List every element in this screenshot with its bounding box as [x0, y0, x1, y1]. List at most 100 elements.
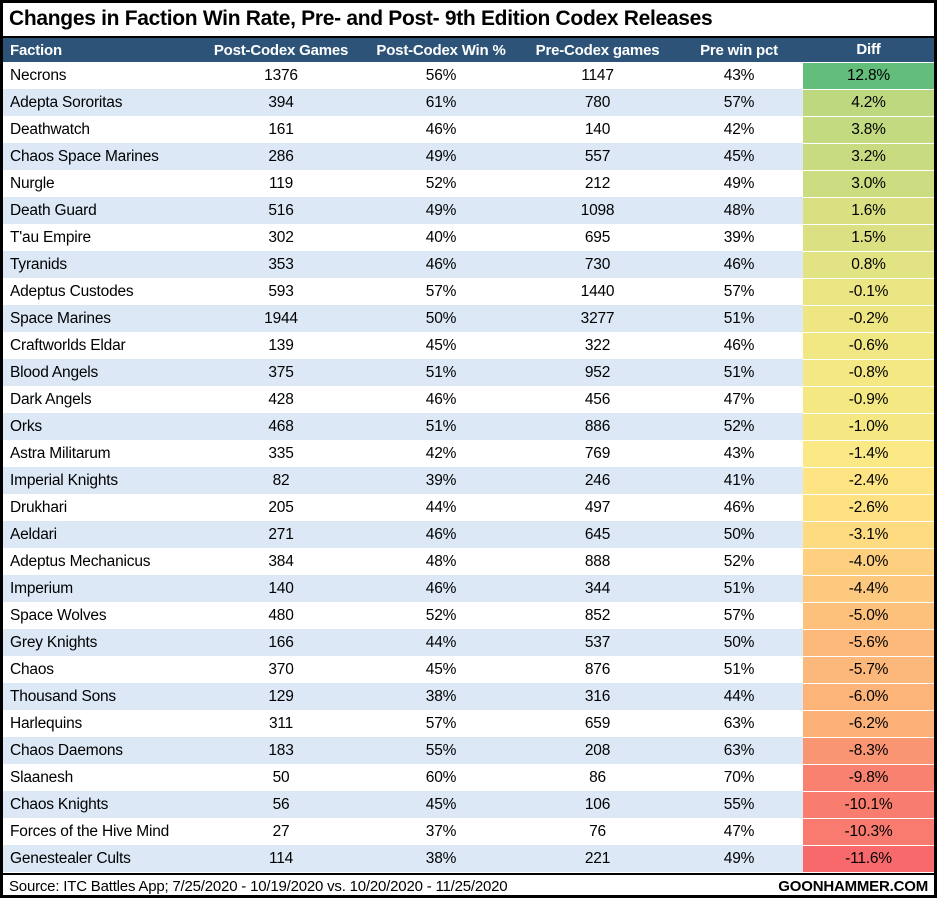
faction-cell: Necrons: [10, 66, 67, 84]
post-win-cell: 61%: [425, 93, 457, 111]
pre-win-cell: 50%: [723, 633, 755, 651]
diff-cell: 0.8%: [803, 251, 934, 278]
post-win-cell: 49%: [425, 147, 457, 165]
table-row-chaos-space-marines: Chaos Space Marines 286 49% 557 45% 3.2%: [3, 143, 934, 170]
table-row-adepta-sororitas: Adepta Sororitas 394 61% 780 57% 4.2%: [3, 89, 934, 116]
pre-games-cell: 316: [584, 687, 611, 705]
pre-games-cell: 888: [584, 552, 611, 570]
faction-cell: Space Wolves: [10, 606, 107, 624]
pre-win-cell: 70%: [723, 768, 755, 786]
diff-cell: 4.2%: [803, 89, 934, 116]
pre-games-cell: 208: [584, 741, 611, 759]
diff-cell: -1.4%: [803, 440, 934, 467]
table-row-death-guard: Death Guard 516 49% 1098 48% 1.6%: [3, 197, 934, 224]
diff-cell: -5.6%: [803, 629, 934, 656]
post-win-cell: 44%: [425, 498, 457, 516]
column-header-post-codex-win: Post-Codex Win %: [362, 38, 520, 62]
post-win-cell: 38%: [425, 687, 457, 705]
pre-games-cell: 1147: [581, 66, 614, 84]
table-row-thousand-sons: Thousand Sons 129 38% 316 44% -6.0%: [3, 683, 934, 710]
header-row: Faction Post-Codex Games Post-Codex Win % P…: [3, 38, 934, 62]
post-win-cell: 52%: [425, 606, 457, 624]
diff-cell: -8.3%: [803, 737, 934, 764]
post-games-cell: 428: [268, 390, 294, 408]
faction-cell: Imperium: [10, 579, 73, 597]
pre-win-cell: 49%: [723, 849, 755, 867]
post-games-cell: 161: [268, 120, 294, 138]
faction-cell: Deathwatch: [10, 120, 90, 138]
table-row-imperium: Imperium 140 46% 344 51% -4.4%: [3, 575, 934, 602]
post-games-cell: 205: [268, 498, 294, 516]
footer: Source: ITC Battles App; 7/25/2020 - 10/…: [3, 872, 934, 895]
diff-cell: 1.5%: [803, 224, 934, 251]
table-row-imperial-knights: Imperial Knights 82 39% 246 41% -2.4%: [3, 467, 934, 494]
post-win-cell: 57%: [425, 282, 457, 300]
faction-cell: Adeptus Mechanicus: [10, 552, 151, 570]
faction-cell: Chaos Space Marines: [10, 147, 159, 165]
post-games-cell: 311: [268, 714, 294, 732]
pre-games-cell: 852: [584, 606, 611, 624]
pre-games-cell: 221: [584, 849, 611, 867]
pre-win-cell: 45%: [723, 147, 755, 165]
post-games-cell: 370: [268, 660, 294, 678]
post-win-cell: 40%: [425, 228, 457, 246]
faction-cell: Nurgle: [10, 174, 55, 192]
diff-cell: -0.8%: [803, 359, 934, 386]
table-row-deathwatch: Deathwatch 161 46% 140 42% 3.8%: [3, 116, 934, 143]
diff-cell: -6.0%: [803, 683, 934, 710]
post-win-cell: 51%: [425, 417, 457, 435]
post-win-cell: 39%: [425, 471, 457, 489]
table-row-craftworlds-eldar: Craftworlds Eldar 139 45% 322 46% -0.6%: [3, 332, 934, 359]
diff-cell: -1.0%: [803, 413, 934, 440]
column-header-diff: Diff: [803, 38, 934, 62]
pre-games-cell: 456: [584, 390, 611, 408]
faction-cell: Thousand Sons: [10, 687, 116, 705]
post-games-cell: 50: [272, 768, 290, 786]
table-row-t-au-empire: T'au Empire 302 40% 695 39% 1.5%: [3, 224, 934, 251]
table-row-space-marines: Space Marines 1944 50% 3277 51% -0.2%: [3, 305, 934, 332]
faction-cell: Aeldari: [10, 525, 57, 543]
pre-win-cell: 47%: [723, 822, 755, 840]
post-games-cell: 139: [268, 336, 294, 354]
post-win-cell: 46%: [425, 120, 457, 138]
pre-games-cell: 212: [584, 174, 611, 192]
pre-games-cell: 246: [584, 471, 611, 489]
faction-cell: Space Marines: [10, 309, 111, 327]
faction-cell: Chaos Knights: [10, 795, 109, 813]
faction-cell: Orks: [10, 417, 42, 435]
post-games-cell: 384: [268, 552, 294, 570]
faction-cell: T'au Empire: [10, 228, 91, 246]
table-row-forces-of-the-hive-mind: Forces of the Hive Mind 27 37% 76 47% -10.3%: [3, 818, 934, 845]
diff-cell: -2.6%: [803, 494, 934, 521]
table-row-necrons: Necrons 1376 56% 1147 43% 12.8%: [3, 62, 934, 89]
diff-cell: 1.6%: [803, 197, 934, 224]
post-games-cell: 394: [268, 93, 294, 111]
pre-win-cell: 57%: [723, 606, 755, 624]
pre-win-cell: 39%: [723, 228, 755, 246]
pre-games-cell: 537: [584, 633, 611, 651]
post-games-cell: 56: [272, 795, 290, 813]
pre-win-cell: 52%: [723, 417, 755, 435]
post-games-cell: 468: [268, 417, 294, 435]
pre-games-cell: 659: [584, 714, 611, 732]
post-win-cell: 45%: [425, 336, 457, 354]
pre-games-cell: 76: [589, 822, 606, 840]
faction-cell: Dark Angels: [10, 390, 92, 408]
post-games-cell: 271: [268, 525, 294, 543]
pre-win-cell: 49%: [723, 174, 755, 192]
pre-games-cell: 106: [584, 795, 611, 813]
pre-games-cell: 1098: [580, 201, 615, 219]
table-row-astra-militarum: Astra Militarum 335 42% 769 43% -1.4%: [3, 440, 934, 467]
diff-cell: -2.4%: [803, 467, 934, 494]
pre-games-cell: 3277: [580, 309, 615, 327]
diff-cell: -6.2%: [803, 710, 934, 737]
diff-cell: -3.1%: [803, 521, 934, 548]
post-games-cell: 183: [268, 741, 294, 759]
post-games-cell: 516: [268, 201, 294, 219]
diff-cell: -5.0%: [803, 602, 934, 629]
table-row-harlequins: Harlequins 311 57% 659 63% -6.2%: [3, 710, 934, 737]
faction-cell: Death Guard: [10, 201, 97, 219]
faction-cell: Craftworlds Eldar: [10, 336, 126, 354]
diff-cell: -0.6%: [803, 332, 934, 359]
diff-cell: -0.2%: [803, 305, 934, 332]
